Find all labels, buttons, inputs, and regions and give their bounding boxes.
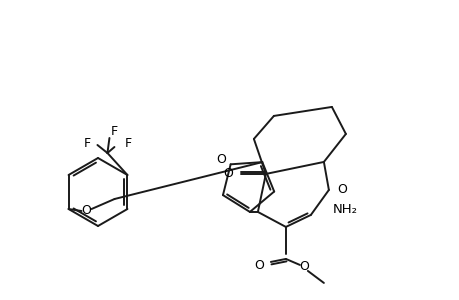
Text: O: O xyxy=(81,205,91,218)
Text: NH₂: NH₂ xyxy=(332,203,357,216)
Text: O: O xyxy=(336,183,346,196)
Text: O: O xyxy=(253,260,263,272)
Text: F: F xyxy=(84,136,91,149)
Text: O: O xyxy=(215,153,225,166)
Text: O: O xyxy=(223,167,232,180)
Text: F: F xyxy=(124,136,132,149)
Text: O: O xyxy=(298,260,308,273)
Text: F: F xyxy=(111,124,118,137)
